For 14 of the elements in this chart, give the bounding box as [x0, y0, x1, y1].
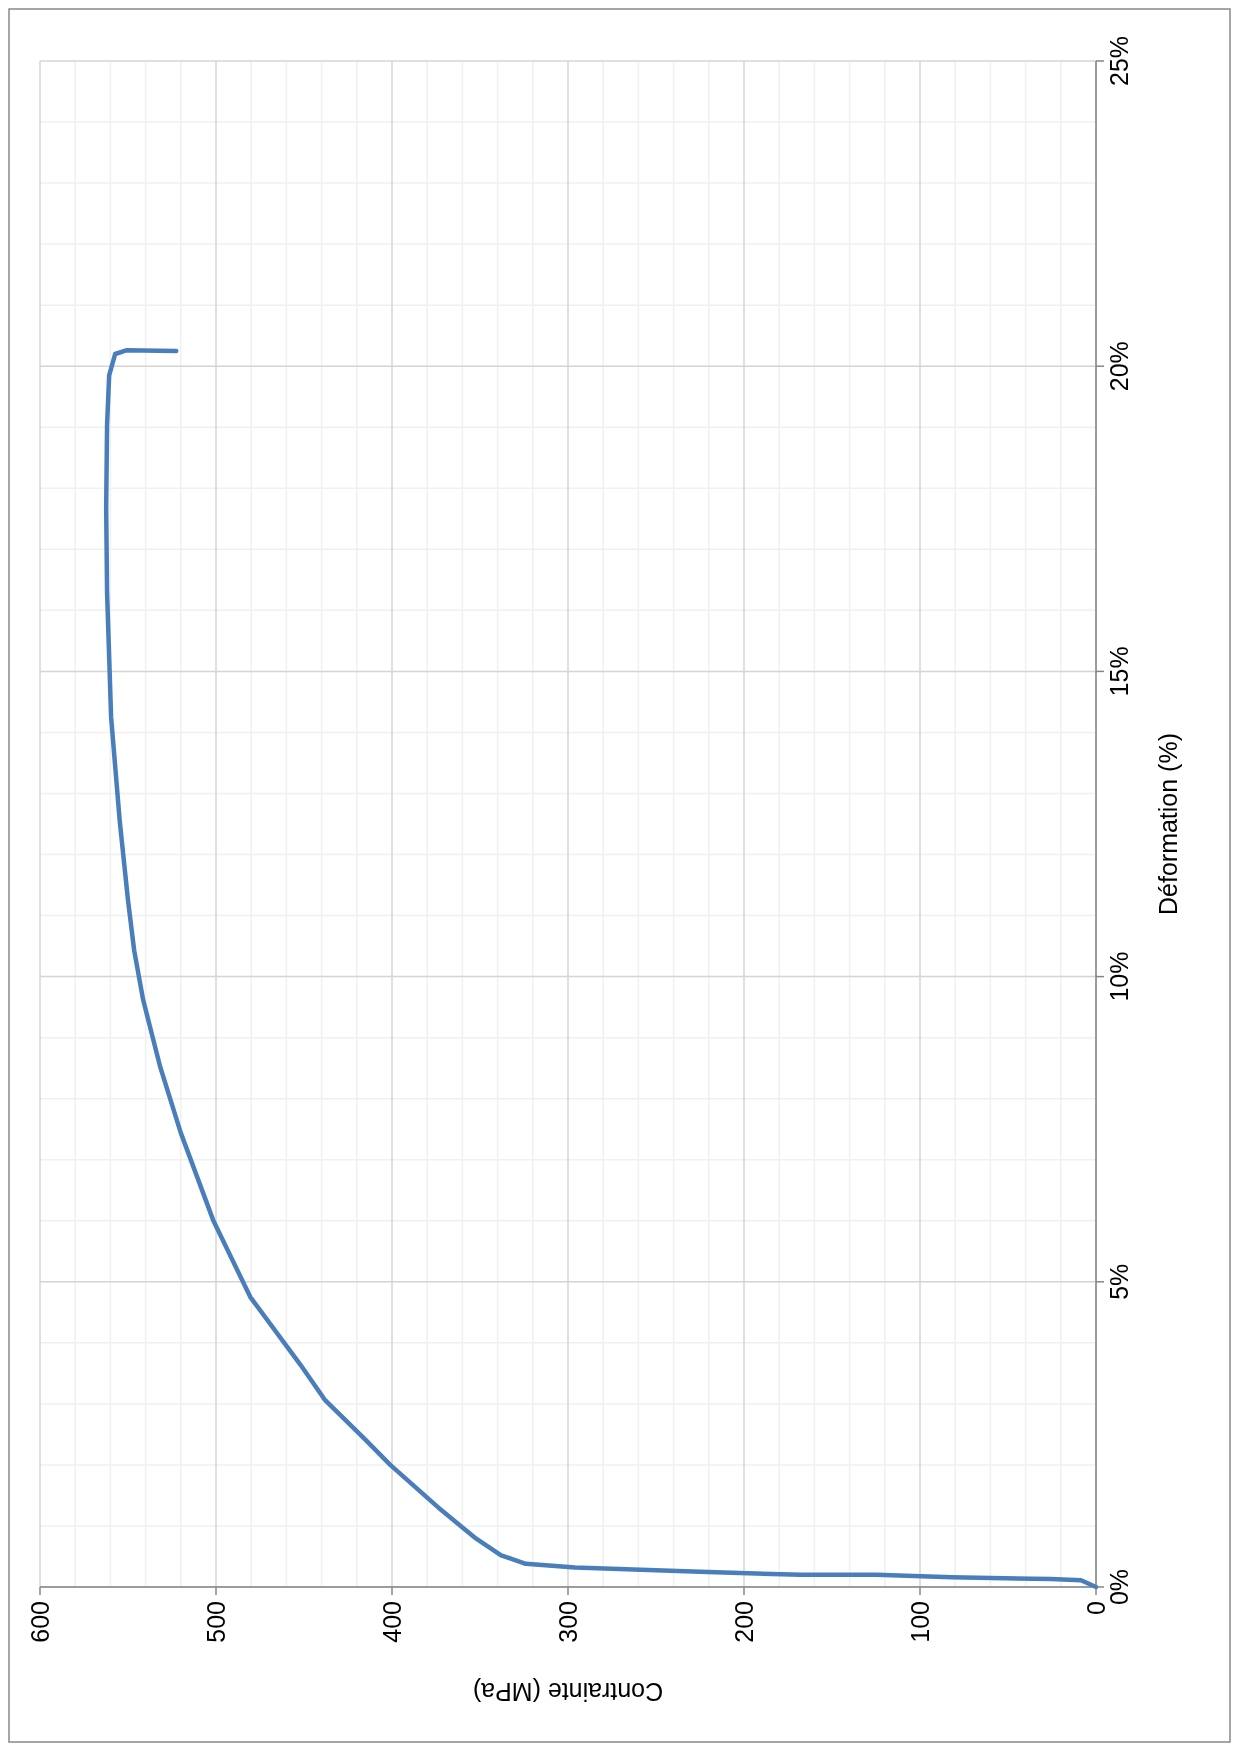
y-tick-label: 25%: [1105, 35, 1134, 87]
x-tick-label: 600: [26, 1601, 54, 1643]
y-tick-label: 15%: [1105, 646, 1134, 697]
x-tick-label: 500: [202, 1601, 230, 1643]
y-tick-label: 5%: [1105, 1263, 1134, 1300]
x-axis-title: Contrainte (MPa): [472, 1678, 664, 1706]
x-tick-label: 400: [378, 1601, 406, 1643]
line-series: [103, 348, 1099, 1590]
y-tick-label: 10%: [1105, 951, 1134, 1002]
x-tick-label: 200: [730, 1601, 758, 1643]
y-tick-label: 20%: [1105, 341, 1134, 392]
y-axis-title: Déformation (%): [1154, 733, 1182, 915]
x-tick-label: 300: [554, 1601, 582, 1643]
x-tick-label: 100: [906, 1601, 934, 1643]
